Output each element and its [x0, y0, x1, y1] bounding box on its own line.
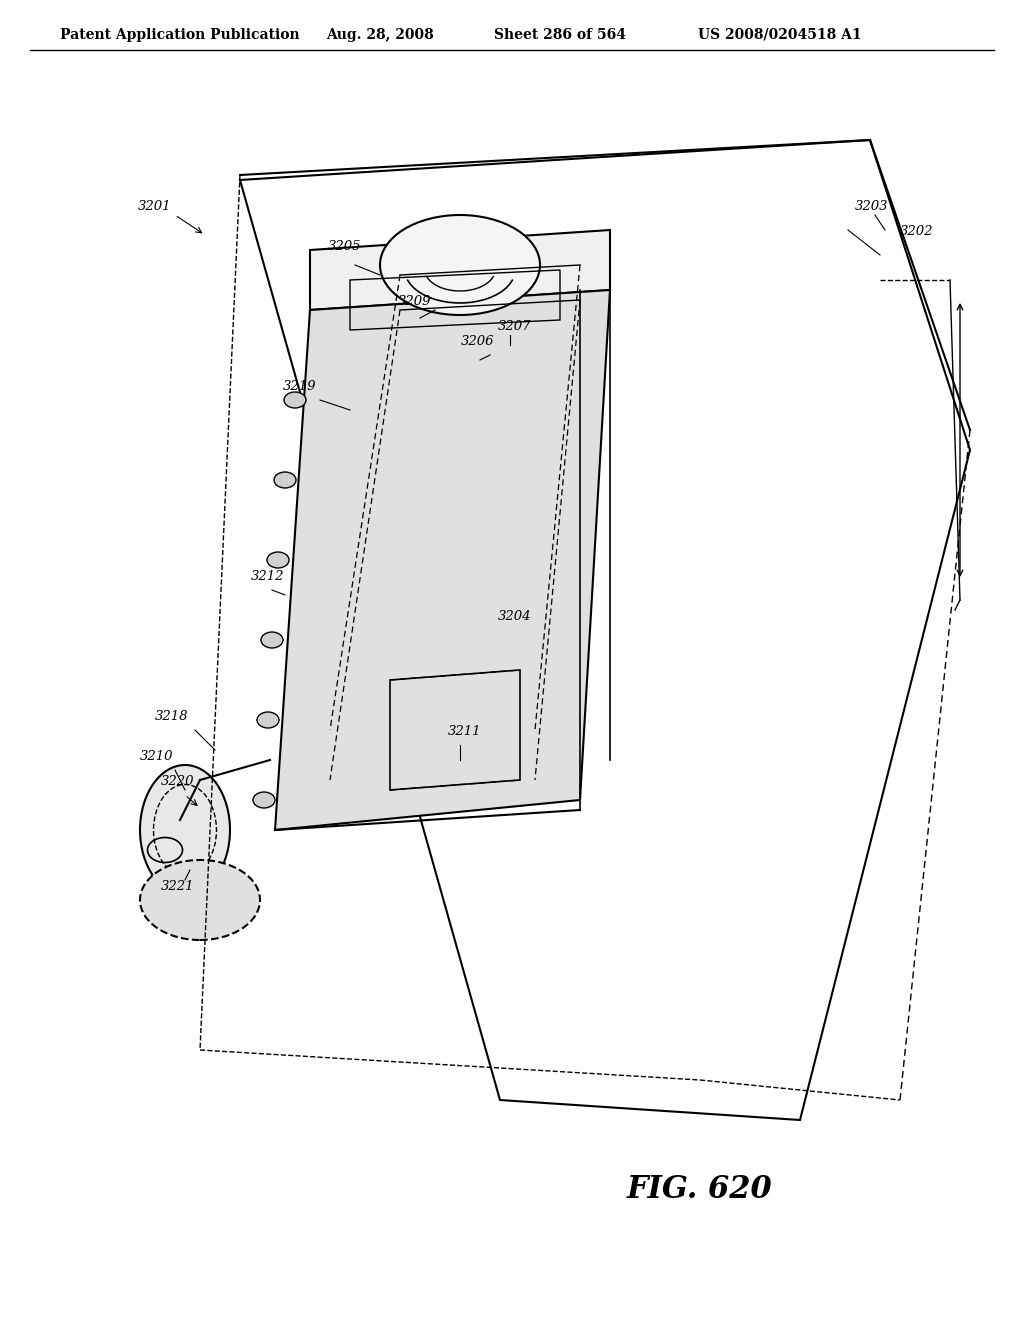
- Ellipse shape: [261, 632, 283, 648]
- Text: US 2008/0204518 A1: US 2008/0204518 A1: [698, 28, 862, 42]
- Ellipse shape: [380, 215, 540, 315]
- Polygon shape: [310, 230, 610, 310]
- Text: 3202: 3202: [900, 224, 934, 238]
- Ellipse shape: [274, 473, 296, 488]
- Text: 3205: 3205: [329, 240, 361, 253]
- Text: 3219: 3219: [284, 380, 316, 393]
- Text: 3221: 3221: [161, 880, 195, 894]
- Text: Sheet 286 of 564: Sheet 286 of 564: [494, 28, 626, 42]
- Text: 3218: 3218: [156, 710, 188, 723]
- Ellipse shape: [267, 552, 289, 568]
- Text: FIG. 620: FIG. 620: [627, 1175, 773, 1205]
- Text: Aug. 28, 2008: Aug. 28, 2008: [326, 28, 434, 42]
- Ellipse shape: [284, 392, 306, 408]
- Text: 3204: 3204: [499, 610, 531, 623]
- Ellipse shape: [257, 711, 279, 729]
- Text: 3209: 3209: [398, 294, 432, 308]
- Ellipse shape: [140, 861, 260, 940]
- Text: 3212: 3212: [251, 570, 285, 583]
- Text: 3206: 3206: [461, 335, 495, 348]
- Ellipse shape: [253, 792, 275, 808]
- Text: 3210: 3210: [140, 750, 174, 763]
- Text: 3211: 3211: [449, 725, 481, 738]
- Text: Patent Application Publication: Patent Application Publication: [60, 28, 300, 42]
- Polygon shape: [275, 290, 610, 830]
- Ellipse shape: [140, 766, 230, 895]
- Text: 3201: 3201: [138, 201, 172, 213]
- Text: 3203: 3203: [855, 201, 889, 213]
- Text: 3220: 3220: [161, 775, 195, 788]
- Text: 3207: 3207: [499, 319, 531, 333]
